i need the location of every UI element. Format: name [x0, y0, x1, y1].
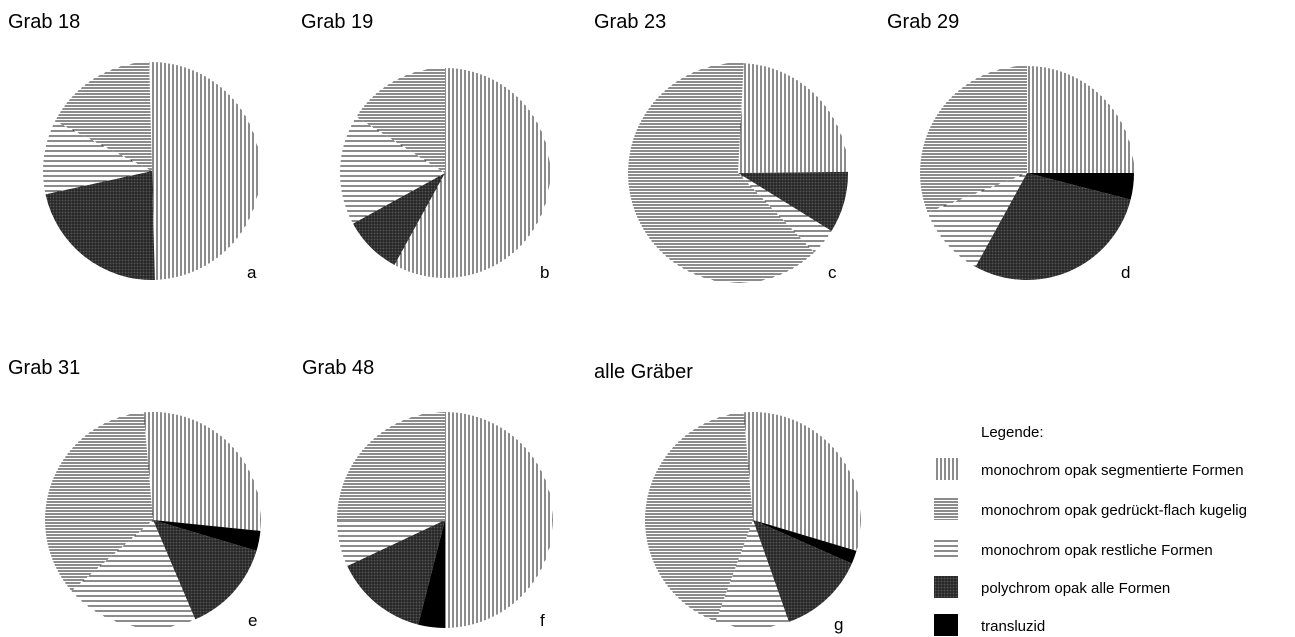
pie-letter: b: [540, 263, 549, 282]
legend-label: polychrom opak alle Formen: [981, 580, 1170, 597]
pie-slice-monochrom-opak-segmentierte-formen: [738, 63, 848, 173]
pie-title: Grab 48: [302, 357, 374, 379]
pie-letter: f: [540, 611, 545, 630]
pie-slices: [45, 411, 262, 628]
pie-title: Grab 19: [301, 11, 373, 33]
pie-slice-monochrom-opak-segmentierte-formen: [445, 412, 553, 628]
pie-letter: g: [834, 615, 843, 634]
legend-title: Legende:: [981, 424, 1044, 441]
pie-slice-monochrom-opak-segmentierte-formen: [1027, 66, 1134, 173]
pie-slice-monochrom-opak-restliche-formen: [42, 121, 153, 195]
pie-slices: [337, 412, 553, 628]
pie-slice-transluzid: [1027, 173, 1134, 200]
legend-label: monochrom opak segmentierte Formen: [981, 462, 1244, 479]
legend-swatch: [934, 498, 958, 520]
pie-slices: [42, 62, 261, 280]
pie-slice-polychrom-opak-alle-formen: [738, 171, 848, 231]
pie-title: Grab 31: [8, 357, 80, 379]
pie-e: Grab 31 e: [8, 357, 262, 630]
pie-slice-monochrom-opak-gedrueckt-flach-kugelig: [45, 412, 153, 591]
legend-entry: polychrom opak alle Formen: [934, 576, 1170, 598]
legend-swatch: [934, 538, 958, 560]
pie-slice-monochrom-opak-gedrueckt-flach-kugelig: [644, 412, 753, 622]
pie-letter: e: [248, 611, 257, 630]
pie-slice-transluzid: [418, 520, 445, 628]
pie-title: Grab 23: [594, 11, 666, 33]
pie-letter: d: [1121, 263, 1130, 282]
pie-slices: [340, 68, 551, 278]
pie-slice-monochrom-opak-gedrueckt-flach-kugelig: [337, 412, 445, 520]
pie-slice-monochrom-opak-gedrueckt-flach-kugelig: [356, 68, 445, 173]
pie-title: Grab 18: [8, 11, 80, 33]
pie-slice-monochrom-opak-segmentierte-formen: [143, 411, 262, 531]
pie-b: Grab 19 b: [301, 11, 551, 282]
legend-entry: monochrom opak restliche Formen: [934, 538, 1213, 560]
pie-letter: a: [247, 263, 257, 282]
pie-slice-polychrom-opak-alle-formen: [753, 520, 852, 622]
pie-slice-monochrom-opak-gedrueckt-flach-kugelig: [55, 62, 152, 171]
pie-slice-monochrom-opak-restliche-formen: [927, 173, 1027, 267]
pie-slice-monochrom-opak-restliche-formen: [715, 520, 789, 629]
pie-slice-monochrom-opak-restliche-formen: [337, 520, 445, 566]
pie-g: alle Gräber g: [594, 361, 862, 634]
legend-entry: monochrom opak gedrückt-flach kugelig: [934, 498, 1247, 520]
legend-swatch: [934, 614, 958, 636]
pie-d: Grab 29 d: [887, 11, 1134, 282]
pie-f: Grab 48 f: [302, 357, 553, 630]
pie-slice-transluzid: [153, 520, 261, 551]
legend-label: monochrom opak gedrückt-flach kugelig: [981, 502, 1247, 519]
pie-slice-polychrom-opak-alle-formen: [45, 171, 155, 280]
pie-letter: c: [828, 263, 837, 282]
pie-slice-monochrom-opak-gedrueckt-flach-kugelig: [628, 62, 815, 283]
legend-label: monochrom opak restliche Formen: [981, 542, 1213, 559]
pie-a: Grab 18 a: [8, 11, 261, 282]
pie-slice-monochrom-opak-segmentierte-formen: [743, 411, 862, 551]
pie-slice-monochrom-opak-restliche-formen: [738, 173, 832, 253]
legend-swatch: [934, 576, 958, 598]
pie-slices: [919, 66, 1134, 280]
pie-title: Grab 29: [887, 11, 959, 33]
pie-slice-monochrom-opak-segmentierte-formen: [394, 68, 551, 278]
pie-c: Grab 23 c: [594, 11, 848, 283]
legend-entry: transluzid: [934, 614, 1045, 636]
legend-swatch: [934, 458, 958, 480]
pie-slices: [628, 62, 848, 283]
pie-slice-monochrom-opak-segmentierte-formen: [149, 62, 261, 280]
pie-slice-polychrom-opak-alle-formen: [153, 520, 257, 620]
legend: Legende: monochrom opak segmentierte For…: [934, 424, 1247, 636]
pie-slice-transluzid: [753, 520, 857, 564]
pie-slice-polychrom-opak-alle-formen: [975, 173, 1131, 280]
pie-slices: [644, 411, 862, 629]
pie-slice-monochrom-opak-restliche-formen: [340, 116, 445, 224]
pie-slice-polychrom-opak-alle-formen: [347, 520, 445, 625]
pie-slice-polychrom-opak-alle-formen: [352, 173, 445, 266]
pie-slice-monochrom-opak-gedrueckt-flach-kugelig: [919, 66, 1027, 213]
pie-title: alle Gräber: [594, 361, 693, 383]
legend-label: transluzid: [981, 618, 1045, 635]
pie-slice-monochrom-opak-restliche-formen: [71, 520, 196, 628]
legend-entry: monochrom opak segmentierte Formen: [934, 458, 1244, 480]
